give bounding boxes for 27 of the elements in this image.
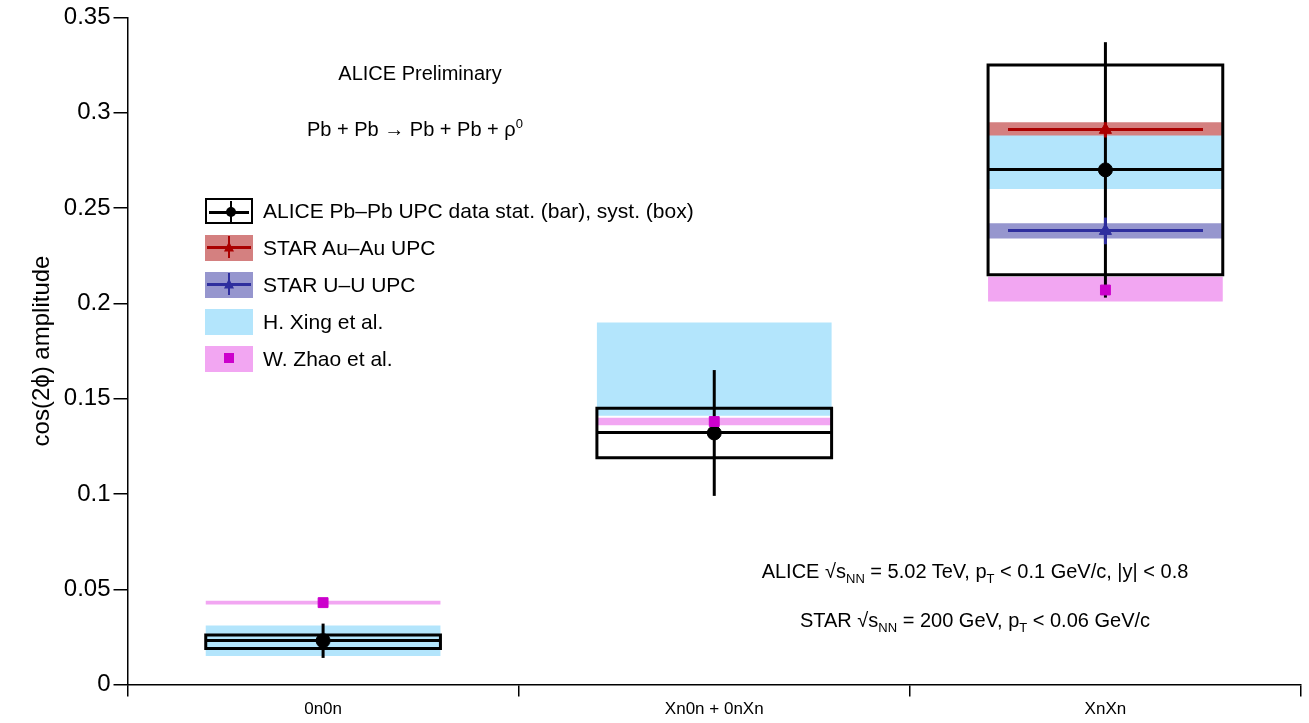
y-tick-label: 0.1 — [77, 478, 111, 506]
bar — [205, 600, 441, 605]
x-tick-label: 0n0n — [304, 699, 343, 719]
point — [708, 416, 720, 427]
y-axis-title: cos(2ϕ) amplitude — [27, 255, 55, 447]
legend-label: W. Zhao et al. — [263, 346, 393, 371]
x-tick-label: XnXn — [1084, 699, 1127, 719]
y-tick-label: 0.05 — [63, 573, 111, 601]
annotation: Pb + Pb → Pb + Pb + ρ$^{0}$ — [307, 116, 523, 141]
legend-label: STAR U–U UPC — [263, 272, 416, 297]
bar — [596, 322, 832, 416]
legend-label: STAR Au–Au UPC — [263, 235, 436, 260]
point — [1099, 284, 1111, 296]
y-tick-label: 0.2 — [77, 287, 111, 315]
annotation: STAR √s$_{NN}$ = 200 GeV, p$_{T}$ < 0.06 GeV/c — [799, 609, 1151, 635]
annotation: ALICE √s$_{NN}$ = 5.02 TeV, p$_{T}$ < 0.1 GeV/c, |y| < 0.8 — [761, 560, 1189, 586]
point — [317, 597, 329, 609]
y-tick-label: 0.35 — [63, 2, 111, 30]
y-tick-label: 0 — [97, 669, 111, 697]
y-tick-label: 0.15 — [63, 383, 111, 411]
y-tick-label: 0.3 — [77, 97, 111, 125]
legend-label: H. Xing et al. — [263, 309, 384, 334]
bar — [988, 276, 1223, 302]
annotation: ALICE Preliminary — [338, 62, 502, 85]
x-tick-label: Xn0n + 0nXn — [664, 699, 764, 719]
legend-label: ALICE Pb–Pb UPC data stat. (bar), syst. (box) — [263, 198, 694, 223]
y-tick-label: 0.25 — [63, 192, 111, 220]
